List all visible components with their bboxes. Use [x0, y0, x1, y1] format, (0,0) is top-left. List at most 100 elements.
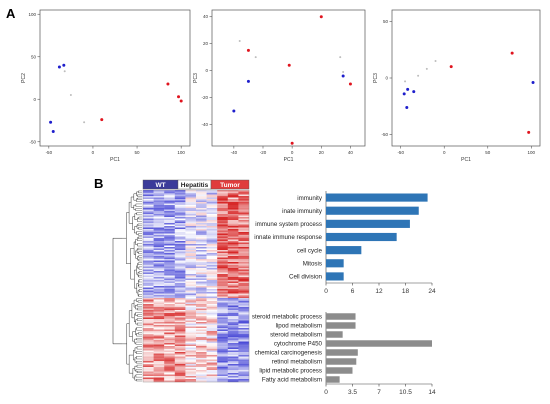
heatmap-cell [206, 356, 218, 359]
heatmap-cell [206, 323, 218, 326]
heatmap-cell [174, 308, 186, 311]
heatmap-cell [153, 193, 165, 195]
heatmap-cell [153, 304, 165, 306]
grey-point [83, 121, 86, 124]
heatmap-cell [227, 346, 239, 348]
heatmap-cell [143, 326, 154, 329]
heatmap-cell [185, 205, 197, 207]
heatmap-cell [153, 316, 165, 318]
heatmap-cell [164, 284, 175, 287]
heatmap-cell [238, 368, 250, 371]
heatmap-cell [238, 320, 250, 323]
heatmap-cell [185, 281, 197, 284]
heatmap-cell [217, 256, 228, 258]
heatmap-cell [174, 313, 186, 315]
heatmap-cell [143, 209, 154, 212]
heatmap-cell [185, 374, 197, 377]
x-tick-label: 50 [135, 150, 141, 155]
heatmap-cell [164, 217, 175, 219]
heatmap-cell [164, 305, 175, 308]
heatmap-cell [143, 325, 154, 327]
heatmap-cell [217, 236, 228, 239]
heatmap-cell [143, 227, 154, 230]
heatmap-cell [174, 227, 186, 230]
heatmap-cell [227, 305, 239, 308]
heatmap-cell [238, 340, 250, 342]
heatmap-cell [217, 332, 228, 335]
heatmap-cell [164, 218, 175, 221]
heatmap-cell [143, 220, 154, 222]
heatmap-cell [227, 223, 239, 225]
heatmap-cell [185, 244, 197, 246]
heatmap-cell [238, 355, 250, 357]
heatmap-cell [196, 248, 207, 251]
heatmap-cell [143, 265, 154, 267]
heatmap-cell [196, 217, 207, 219]
heatmap-cell [238, 227, 250, 230]
heatmap-cell [196, 211, 207, 213]
heatmap-cell [196, 377, 207, 380]
heatmap-cell [164, 256, 175, 258]
heatmap-cell [206, 298, 218, 300]
heatmap-cell [185, 340, 197, 342]
heatmap-cell [196, 206, 207, 209]
heatmap-cell [238, 332, 250, 335]
heatmap-dendrogram [112, 190, 142, 382]
heatmap-cell [153, 238, 165, 240]
category-label: lipod metabolism [276, 323, 322, 330]
heatmap-cell [174, 271, 186, 273]
heatmap-cell [227, 287, 239, 290]
heatmap-cell [196, 239, 207, 242]
heatmap-cell [153, 194, 165, 197]
heatmap-cell [217, 266, 228, 269]
heatmap-cell [143, 328, 154, 330]
heatmap-cell [238, 200, 250, 203]
heatmap-cell [227, 259, 239, 261]
heatmap-cell [217, 244, 228, 246]
heatmap-cell [174, 322, 186, 324]
heatmap-cell [206, 196, 218, 198]
heatmap-cell [164, 236, 175, 239]
heatmap-cell [227, 254, 239, 257]
x-tick-label: -50 [46, 150, 53, 155]
heatmap-cell [217, 365, 228, 368]
heatmap-cell [227, 248, 239, 251]
heatmap-cell [217, 305, 228, 308]
heatmap-cell [153, 301, 165, 303]
heatmap-cell [206, 317, 218, 320]
heatmap-cell [206, 314, 218, 317]
heatmap-cell [196, 352, 207, 354]
heatmap-cell [174, 260, 186, 263]
heatmap-cell [196, 241, 207, 243]
heatmap-cell [174, 310, 186, 312]
heatmap-cell [153, 320, 165, 323]
bar [326, 322, 356, 329]
heatmap-cell [164, 211, 175, 213]
heatmap-cell [206, 203, 218, 206]
heatmap-cell [174, 283, 186, 285]
heatmap-cell [174, 296, 186, 299]
heatmap-cell [206, 364, 218, 366]
heatmap-cell [185, 254, 197, 257]
heatmap-cell [153, 308, 165, 311]
heatmap-cell [185, 215, 197, 218]
heatmap-cell [227, 298, 239, 300]
heatmap-cell [153, 214, 165, 216]
heatmap-cell [196, 358, 207, 360]
heatmap-cell [227, 365, 239, 368]
heatmap-cell [196, 208, 207, 210]
heatmap-cell [217, 355, 228, 357]
heatmap-cell [143, 206, 154, 209]
heatmap-cell [164, 212, 175, 215]
heatmap-cell [238, 251, 250, 254]
category-label: Mitosis [303, 260, 322, 267]
heatmap-cell [217, 275, 228, 278]
heatmap-cell [185, 307, 197, 309]
heatmap-cell [227, 340, 239, 342]
heatmap-cell [164, 322, 175, 324]
heatmap-cell [196, 277, 207, 279]
heatmap-cell [238, 266, 250, 269]
heatmap-cell [164, 206, 175, 209]
blue-point [49, 120, 53, 124]
heatmap-cell [196, 221, 207, 224]
